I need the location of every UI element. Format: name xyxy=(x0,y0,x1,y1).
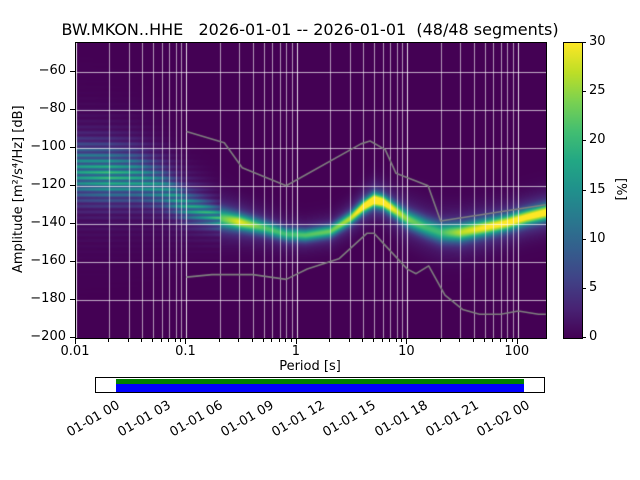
y-tick-mark xyxy=(70,108,75,110)
x-minor-tick-mark xyxy=(348,339,350,342)
colorbar-tick-mark xyxy=(582,42,586,43)
y-tick-mark xyxy=(70,184,75,186)
x-minor-tick-mark xyxy=(251,339,253,342)
x-minor-tick-mark xyxy=(459,339,461,342)
y-tick-mark xyxy=(70,70,75,72)
colorbar-tick-mark xyxy=(582,189,586,191)
x-minor-tick-mark xyxy=(278,339,280,342)
x-major-tick-mark xyxy=(295,339,297,344)
colorbar-tick-label: 10 xyxy=(589,230,606,246)
x-tick-label: 0.1 xyxy=(175,344,196,359)
x-minor-tick-mark xyxy=(483,339,485,342)
x-tick-label: 1 xyxy=(291,344,301,359)
y-tick-mark xyxy=(70,298,75,300)
y-tick-mark xyxy=(70,222,75,224)
y-tick-mark xyxy=(70,260,75,262)
x-minor-tick-mark xyxy=(395,339,397,342)
colorbar-tick-label: 20 xyxy=(589,132,606,148)
colorbar-tick-mark xyxy=(582,287,586,289)
colorbar-tick-label: 0 xyxy=(589,329,598,344)
x-minor-tick-mark xyxy=(499,339,501,342)
colorbar-gradient xyxy=(564,43,582,338)
x-minor-tick-mark xyxy=(168,339,170,342)
y-tick-mark xyxy=(70,337,75,338)
y-tick-label: −180 xyxy=(30,290,66,306)
y-tick-label: −80 xyxy=(38,100,66,116)
x-minor-tick-mark xyxy=(238,339,240,342)
x-axis-label: Period [s] xyxy=(279,359,341,374)
y-tick-label: −120 xyxy=(30,176,66,192)
x-minor-tick-mark xyxy=(290,339,292,342)
x-minor-tick-mark xyxy=(492,339,494,342)
x-major-tick-mark xyxy=(75,339,76,344)
y-tick-mark xyxy=(70,146,75,148)
x-minor-tick-mark xyxy=(511,339,513,342)
x-tick-label: 0.01 xyxy=(60,344,90,359)
x-minor-tick-mark xyxy=(108,339,110,342)
x-tick-label: 100 xyxy=(504,344,530,359)
x-minor-tick-mark xyxy=(362,339,364,342)
x-minor-tick-mark xyxy=(271,339,273,342)
timeline-coverage-bar xyxy=(116,384,524,392)
x-minor-tick-mark xyxy=(472,339,474,342)
colorbar-tick-mark xyxy=(582,238,586,240)
ppsd-heatmap-canvas xyxy=(76,43,546,338)
x-minor-tick-mark xyxy=(180,339,182,342)
x-minor-tick-mark xyxy=(401,339,403,342)
x-minor-tick-mark xyxy=(439,339,441,342)
x-minor-tick-mark xyxy=(160,339,162,342)
y-tick-label: −200 xyxy=(30,329,66,344)
x-major-tick-mark xyxy=(406,339,408,344)
x-major-tick-mark xyxy=(185,339,187,344)
x-minor-tick-mark xyxy=(218,339,220,342)
y-tick-label: −100 xyxy=(30,138,66,154)
y-tick-label: −160 xyxy=(30,252,66,268)
x-minor-tick-mark xyxy=(174,339,176,342)
y-tick-label: −60 xyxy=(38,62,66,78)
x-minor-tick-mark xyxy=(262,339,264,342)
x-minor-tick-mark xyxy=(329,339,331,342)
colorbar-tick-mark xyxy=(582,337,586,338)
x-tick-label: 10 xyxy=(398,344,415,359)
colorbar xyxy=(563,42,583,339)
x-minor-tick-mark xyxy=(381,339,383,342)
x-minor-tick-mark xyxy=(152,339,154,342)
colorbar-tick-label: 25 xyxy=(589,83,606,99)
x-minor-tick-mark xyxy=(506,339,508,342)
y-tick-label: −140 xyxy=(30,214,66,230)
timeline xyxy=(95,377,545,393)
x-minor-tick-mark xyxy=(285,339,287,342)
x-minor-tick-mark xyxy=(389,339,391,342)
x-minor-tick-mark xyxy=(373,339,375,342)
colorbar-tick-mark xyxy=(582,140,586,142)
plot-title: BW.MKON..HHE 2026-01-01 -- 2026-01-01 (4… xyxy=(61,20,559,39)
x-major-tick-mark xyxy=(516,339,518,344)
x-minor-tick-mark xyxy=(127,339,129,342)
x-minor-tick-mark xyxy=(141,339,143,342)
ppsd-plot-area xyxy=(75,42,547,339)
timeline-extent-bar xyxy=(116,379,524,384)
colorbar-label: [%] xyxy=(613,178,628,201)
timeline-tick-label: 01-01 00 xyxy=(64,398,123,441)
colorbar-tick-label: 15 xyxy=(589,181,606,197)
colorbar-tick-label: 5 xyxy=(589,279,598,295)
colorbar-tick-mark xyxy=(582,91,586,93)
colorbar-tick-label: 30 xyxy=(589,34,606,49)
